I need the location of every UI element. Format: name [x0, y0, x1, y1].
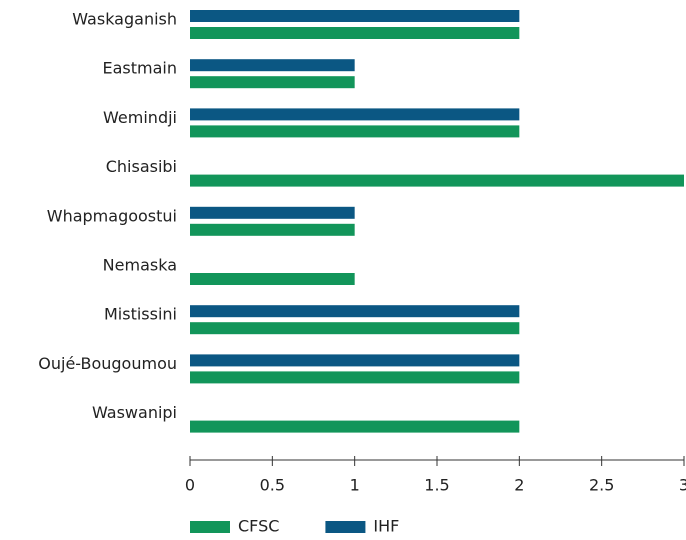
- bar: [190, 108, 520, 121]
- x-tick-label: 3: [679, 476, 686, 495]
- category-label: Waskaganish: [72, 10, 177, 29]
- category-label: Whapmagoostui: [47, 206, 177, 225]
- category-label: Oujé-Bougoumou: [38, 354, 177, 373]
- bar: [190, 174, 684, 187]
- legend-swatch: [190, 521, 230, 533]
- x-tick-label: 0.5: [260, 476, 285, 495]
- bar: [190, 27, 520, 39]
- x-tick-label: 0: [185, 476, 195, 495]
- legend-swatch: [325, 521, 366, 533]
- category-label: Mistissini: [104, 305, 177, 324]
- legend-label: IHF: [373, 517, 399, 536]
- bar: [190, 371, 520, 384]
- bar: [190, 273, 355, 285]
- x-tick-label: 2: [514, 476, 524, 495]
- legend-label: CFSC: [238, 517, 279, 536]
- category-label: Chisasibi: [106, 157, 177, 176]
- category-label: Nemaska: [103, 256, 177, 275]
- category-label: Wemindji: [103, 108, 177, 127]
- x-tick-label: 1: [350, 476, 360, 495]
- category-label: Waswanipi: [92, 403, 177, 422]
- bar: [190, 206, 355, 219]
- x-tick-label: 2.5: [589, 476, 614, 495]
- x-tick-label: 1.5: [424, 476, 449, 495]
- bar: [190, 76, 355, 89]
- bar: [190, 420, 520, 433]
- bar: [190, 305, 520, 318]
- bar: [190, 322, 520, 335]
- bar: [190, 223, 355, 236]
- bar: [190, 59, 355, 72]
- bar: [190, 354, 520, 367]
- bar: [190, 10, 520, 22]
- bar: [190, 125, 520, 138]
- category-label: Eastmain: [103, 59, 178, 78]
